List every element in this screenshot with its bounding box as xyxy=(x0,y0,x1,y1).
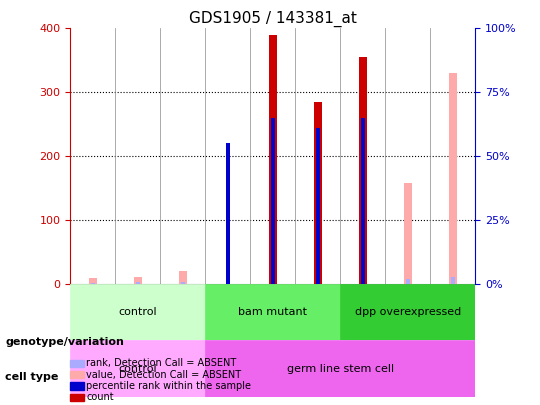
FancyBboxPatch shape xyxy=(70,340,205,397)
Text: cell type: cell type xyxy=(5,373,59,382)
Text: percentile rank within the sample: percentile rank within the sample xyxy=(86,381,252,391)
Bar xyxy=(271,117,275,284)
FancyBboxPatch shape xyxy=(205,284,340,340)
Text: genotype/variation: genotype/variation xyxy=(5,337,124,347)
Bar xyxy=(181,281,185,283)
Text: control: control xyxy=(118,307,157,317)
Bar xyxy=(226,143,230,284)
Bar xyxy=(451,277,455,284)
Bar xyxy=(179,271,187,283)
Text: bam mutant: bam mutant xyxy=(238,307,307,317)
Text: count: count xyxy=(86,392,114,402)
Bar xyxy=(269,35,277,284)
FancyBboxPatch shape xyxy=(205,340,475,397)
Bar xyxy=(134,277,141,284)
FancyBboxPatch shape xyxy=(70,284,205,340)
Bar xyxy=(316,128,320,284)
FancyBboxPatch shape xyxy=(340,284,475,340)
Title: GDS1905 / 143381_at: GDS1905 / 143381_at xyxy=(189,11,356,27)
Bar xyxy=(359,57,367,284)
Text: dpp overexpressed: dpp overexpressed xyxy=(355,307,461,317)
Bar xyxy=(403,183,411,284)
Bar xyxy=(314,102,322,284)
Text: control: control xyxy=(118,364,157,373)
Bar xyxy=(89,278,97,284)
Text: rank, Detection Call = ABSENT: rank, Detection Call = ABSENT xyxy=(86,358,237,368)
Bar xyxy=(361,117,365,284)
Bar xyxy=(136,282,140,283)
Bar xyxy=(406,279,410,284)
Bar xyxy=(449,73,457,284)
Text: value, Detection Call = ABSENT: value, Detection Call = ABSENT xyxy=(86,370,241,379)
Text: germ line stem cell: germ line stem cell xyxy=(287,364,394,373)
Bar xyxy=(91,283,94,284)
